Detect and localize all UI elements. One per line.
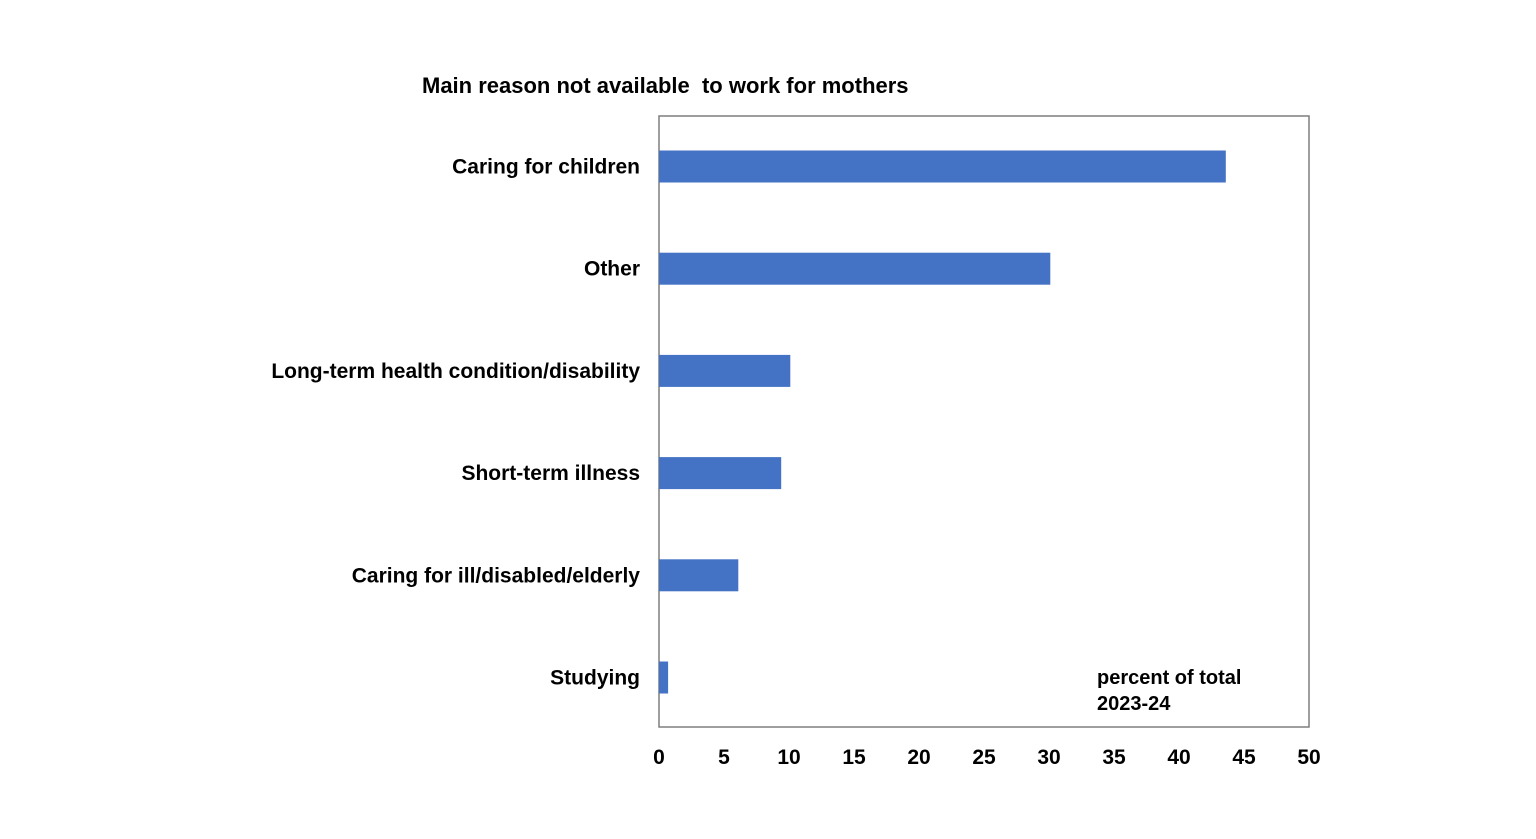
bar: [659, 252, 1051, 285]
x-tick-label: 15: [842, 746, 866, 769]
chart-title: Main reason not available to work for mo…: [422, 73, 909, 98]
category-label: Caring for ill/disabled/elderly: [352, 564, 641, 587]
x-axis-ticks: 0 5 10 15 20 25 30 35 40 45 50: [653, 746, 1321, 769]
x-tick-label: 10: [777, 746, 800, 769]
bar: [659, 457, 782, 490]
category-labels: Caring for children Other Long-term health…: [271, 156, 640, 690]
x-tick-label: 25: [972, 746, 996, 769]
x-tick-label: 45: [1232, 746, 1256, 769]
category-label: Studying: [550, 667, 640, 690]
annotation-period: 2023-24: [1097, 693, 1171, 715]
category-label: Long-term health condition/disability: [271, 360, 640, 383]
x-tick-label: 5: [718, 746, 730, 769]
annotation-unit: percent of total: [1097, 667, 1241, 689]
category-label: Caring for children: [452, 156, 640, 179]
bar: [659, 559, 739, 592]
x-tick-label: 50: [1297, 746, 1320, 769]
bar: [659, 150, 1226, 183]
x-tick-label: 30: [1037, 746, 1060, 769]
plot-frame: [658, 115, 1310, 728]
bars-group: [659, 150, 1226, 694]
bar: [659, 354, 791, 387]
category-label: Short-term illness: [461, 462, 640, 485]
category-label: Other: [584, 258, 640, 281]
x-tick-label: 40: [1167, 746, 1190, 769]
x-tick-label: 20: [907, 746, 930, 769]
bar: [659, 661, 669, 694]
x-tick-label: 0: [653, 746, 665, 769]
x-tick-label: 35: [1102, 746, 1126, 769]
